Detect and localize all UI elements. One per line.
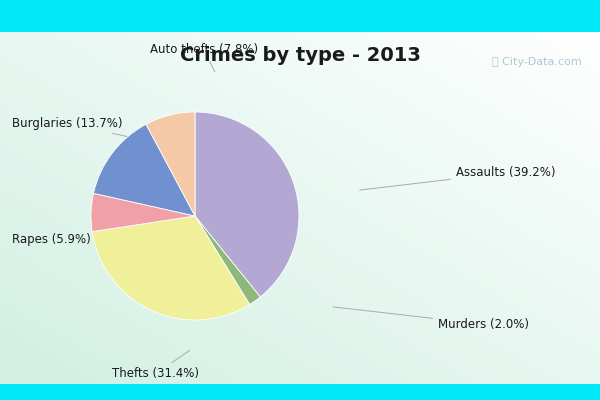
Text: Auto thefts (7.8%): Auto thefts (7.8%) — [150, 43, 258, 72]
Text: Murders (2.0%): Murders (2.0%) — [333, 307, 529, 331]
Wedge shape — [195, 216, 260, 304]
Wedge shape — [195, 112, 299, 297]
Text: Thefts (31.4%): Thefts (31.4%) — [113, 350, 199, 380]
Text: Rapes (5.9%): Rapes (5.9%) — [12, 233, 111, 246]
Text: ⓘ City-Data.com: ⓘ City-Data.com — [492, 57, 582, 67]
Text: Assaults (39.2%): Assaults (39.2%) — [360, 166, 556, 190]
Wedge shape — [92, 216, 250, 320]
Wedge shape — [146, 112, 195, 216]
Text: Crimes by type - 2013: Crimes by type - 2013 — [179, 46, 421, 65]
Wedge shape — [91, 193, 195, 232]
Wedge shape — [94, 124, 195, 216]
Text: Burglaries (13.7%): Burglaries (13.7%) — [12, 117, 129, 137]
